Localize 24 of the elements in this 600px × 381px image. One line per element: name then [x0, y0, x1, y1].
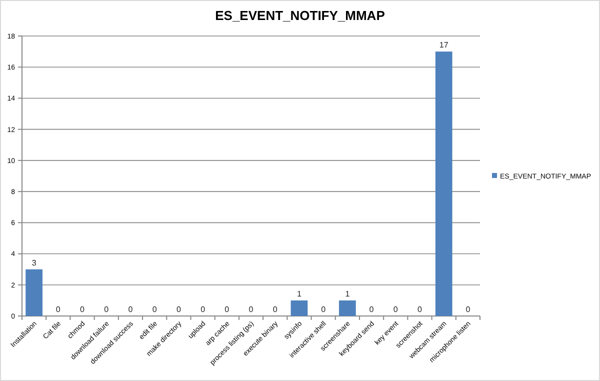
data-label: 1: [345, 289, 350, 298]
data-label: 0: [224, 305, 230, 314]
data-label: 0: [369, 305, 374, 314]
bar: [435, 52, 452, 316]
bar: [290, 300, 308, 316]
data-label: 0: [200, 305, 206, 314]
bar: [338, 300, 356, 316]
data-label: 0: [466, 305, 471, 314]
bar: [26, 269, 42, 316]
chart-title: ES_EVENT_NOTIFY_MMAP: [215, 8, 386, 23]
data-label: 3: [32, 258, 37, 268]
data-label: 0: [272, 305, 278, 314]
data-label: 17: [439, 40, 449, 50]
data-label: 0: [321, 305, 326, 314]
data-label: 0: [176, 305, 182, 314]
data-label: 0: [56, 305, 61, 314]
data-label: 0: [80, 305, 86, 314]
data-label: 0: [248, 305, 254, 314]
data-label: 0: [128, 305, 134, 314]
data-label: 0: [152, 305, 158, 314]
data-label: 0: [393, 305, 398, 314]
data-label: 0: [104, 305, 110, 314]
data-label: 1: [296, 289, 302, 298]
data-label: 0: [418, 305, 423, 314]
